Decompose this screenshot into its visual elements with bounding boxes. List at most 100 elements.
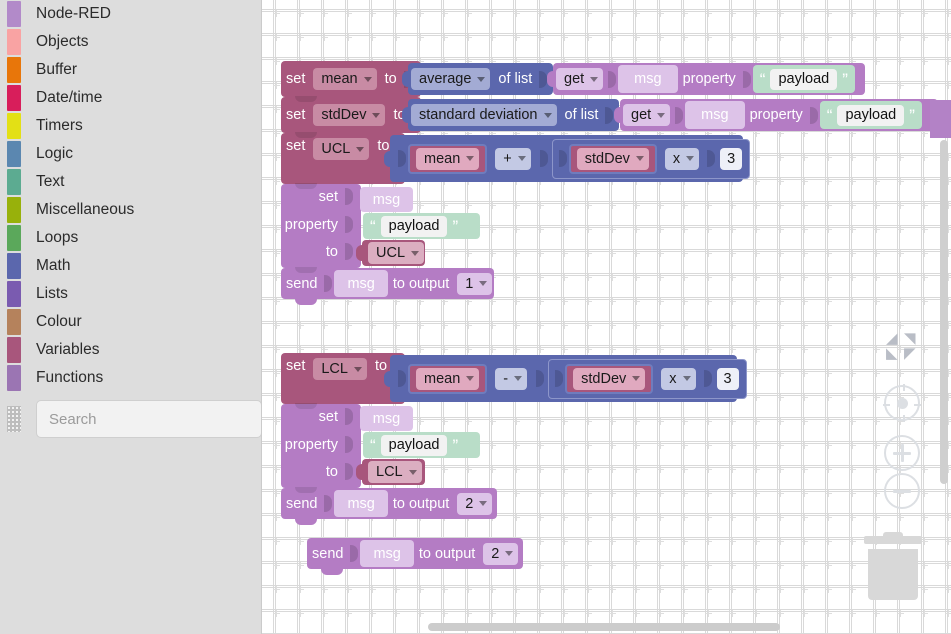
operator-dropdown-minus[interactable]: - [495,367,528,390]
block-set-ucl[interactable]: set UCL to [281,132,405,190]
block-msg[interactable]: msg [685,101,745,129]
value-socket[interactable] [345,463,353,480]
block-send-msg-output-2-detached[interactable]: send msg to output 2 [307,538,523,575]
expand-workspace-button[interactable]: ◢ ◥ ◣ ◤ [886,331,918,361]
toolbox-category-variables[interactable]: Variables [0,336,262,364]
output-dropdown-2[interactable]: 2 [483,542,519,565]
getter-dropdown-get[interactable]: get [556,68,604,90]
text-field-payload[interactable]: payload [770,68,838,90]
block-send-msg-output-1[interactable]: send msg to output 1 [281,267,494,305]
variable-dropdown-mean[interactable]: mean [416,147,480,170]
toolbox-category-functions[interactable]: Functions [0,364,262,392]
getter-dropdown-get[interactable]: get [623,104,671,126]
toolbox-category-node-red[interactable]: Node-RED [0,0,262,28]
operator-dropdown-plus[interactable]: + [495,147,531,170]
object-socket[interactable] [345,188,353,205]
block-msg[interactable]: msg [334,490,388,517]
block-variable-stddev[interactable]: stdDev [568,143,657,174]
toolbox-category-lists[interactable]: Lists [0,280,262,308]
block-msg[interactable]: msg [360,540,414,567]
vertical-scrollbar-thumb[interactable] [940,140,948,484]
variable-dropdown-mean[interactable]: mean [313,68,377,90]
search-input[interactable] [36,400,262,438]
block-msg[interactable]: msg [334,270,388,297]
toolbox-category-timers[interactable]: Timers [0,112,262,140]
block-set-mean[interactable]: set mean to [281,61,421,103]
operand-left-socket[interactable] [398,150,406,167]
variable-dropdown-ucl[interactable]: UCL [368,242,425,264]
operand-right-socket[interactable] [703,370,712,387]
block-text-payload[interactable]: “ payload ” [752,65,855,93]
list-socket[interactable] [539,70,548,88]
object-socket[interactable] [675,106,684,124]
variable-dropdown-lcl[interactable]: LCL [313,358,367,380]
toolbox-search-row[interactable] [0,396,262,442]
toolbox-category-text[interactable]: Text [0,168,262,196]
toolbox-category-date-time[interactable]: Date/time [0,84,262,112]
toolbox-category-buffer[interactable]: Buffer [0,56,262,84]
operation-dropdown-standard-deviation[interactable]: standard deviation [411,104,557,126]
text-field-payload[interactable]: payload [380,434,448,456]
horizontal-scrollbar-track[interactable] [264,621,950,632]
variable-dropdown-stddev[interactable]: stdDev [573,367,646,390]
operand-left-socket[interactable] [558,150,567,167]
block-variable-mean[interactable]: mean [408,143,488,174]
number-field-3[interactable]: 3 [720,147,743,170]
toolbox-category-miscellaneous[interactable]: Miscellaneous [0,196,262,224]
block-variable-ucl-getter[interactable]: UCL [356,240,425,266]
operand-left-socket[interactable] [398,370,406,387]
trashcan-icon[interactable] [864,532,922,600]
output-dropdown-1[interactable]: 1 [457,272,493,295]
block-set-msg-property-ucl[interactable]: set property to [281,183,361,274]
list-socket[interactable] [605,106,614,124]
operand-left-socket[interactable] [555,370,564,387]
block-get-msg-property[interactable]: get msg property “ payload ” [547,63,865,95]
block-set-msg-property-lcl[interactable]: set property to [281,403,361,494]
block-text-payload-g2[interactable]: “ payload ” [363,432,480,458]
block-variable-mean[interactable]: mean [408,363,488,394]
variable-dropdown-stddev[interactable]: stdDev [313,104,386,126]
vertical-scrollbar-track[interactable] [938,4,949,616]
block-msg-g1[interactable]: msg [360,187,413,212]
horizontal-scrollbar-thumb[interactable] [428,623,780,631]
operand-right-socket[interactable] [707,150,716,167]
block-set-stddev[interactable]: set stdDev to [281,96,421,139]
toolbox-category-colour[interactable]: Colour [0,308,262,336]
block-average-of-list[interactable]: average of list [402,63,553,95]
zoom-in-button[interactable] [884,435,920,471]
block-text-payload[interactable]: “ payload ” [819,101,922,129]
output-dropdown-2[interactable]: 2 [457,492,493,515]
toolbox-category-logic[interactable]: Logic [0,140,262,168]
object-socket[interactable] [608,70,617,88]
zoom-out-button[interactable] [884,473,920,509]
operator-dropdown-multiply[interactable]: x [664,147,700,170]
block-stddev-of-list[interactable]: standard deviation of list [402,99,619,131]
property-socket[interactable] [345,216,353,233]
toolbox-category-loops[interactable]: Loops [0,224,262,252]
block-get-msg-property-2[interactable]: get msg property “ payload ” [614,99,938,131]
toolbox-category-objects[interactable]: Objects [0,28,262,56]
property-socket[interactable] [809,106,818,124]
block-arithmetic-inner[interactable]: stdDev x 3 [551,138,751,179]
operation-dropdown-average[interactable]: average [411,68,491,90]
block-arithmetic-lcl[interactable]: mean - stdDev x 3 [384,355,747,402]
block-variable-stddev[interactable]: stdDev [565,363,654,394]
operand-right-socket[interactable] [539,150,548,167]
msg-socket[interactable] [324,275,333,292]
block-arithmetic-ucl[interactable]: mean + stdDev x 3 [384,135,751,182]
text-field-payload[interactable]: payload [837,104,905,126]
variable-dropdown-ucl[interactable]: UCL [313,138,370,160]
variable-dropdown-stddev[interactable]: stdDev [576,147,649,170]
block-text-payload-g1[interactable]: “ payload ” [363,213,480,239]
msg-socket[interactable] [350,545,359,562]
block-msg-g2[interactable]: msg [360,406,413,431]
operand-right-socket[interactable] [536,370,545,387]
block-arithmetic-inner[interactable]: stdDev x 3 [548,358,747,399]
msg-socket[interactable] [324,495,333,512]
property-socket[interactable] [742,70,751,88]
variable-dropdown-lcl[interactable]: LCL [368,461,422,483]
block-msg[interactable]: msg [618,65,678,93]
center-workspace-button[interactable] [883,384,921,422]
block-variable-lcl-getter[interactable]: LCL [356,459,425,485]
block-send-msg-output-2[interactable]: send msg to output 2 [281,487,497,525]
